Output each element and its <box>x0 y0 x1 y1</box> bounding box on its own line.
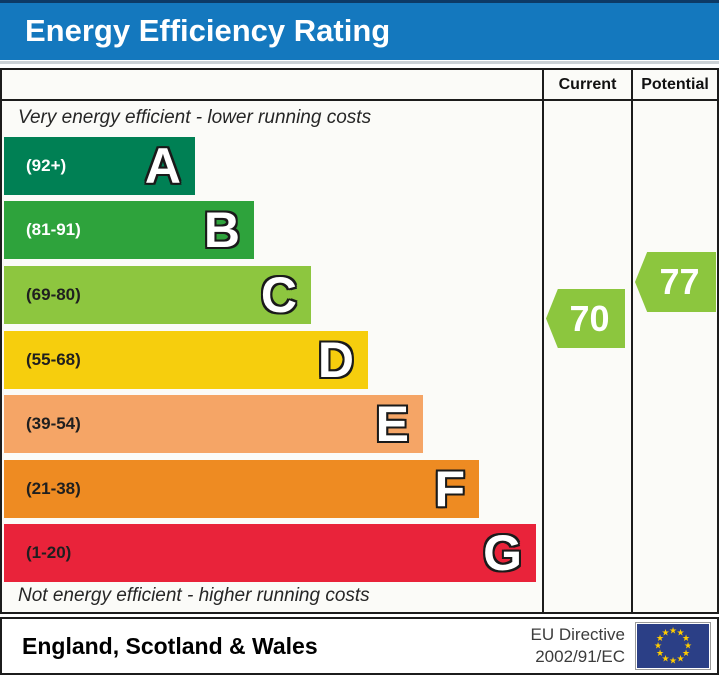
current-rating-arrow: 70 <box>546 289 625 348</box>
band-a: (92+) A <box>4 137 195 195</box>
bottom-note: Not energy efficient - higher running co… <box>18 585 370 606</box>
potential-rating-arrow: 77 <box>635 252 716 312</box>
svg-text:★: ★ <box>676 629 684 639</box>
band-b: (81-91) B <box>4 201 254 259</box>
svg-text:★: ★ <box>654 642 662 652</box>
svg-text:★: ★ <box>669 627 677 637</box>
svg-text:★: ★ <box>682 634 690 644</box>
column-header-potential: Potential <box>631 70 717 99</box>
band-e-letter: E <box>375 396 409 452</box>
band-e: (39-54) E <box>4 395 423 453</box>
potential-column-divider <box>631 101 633 612</box>
eu-directive-line1: EU Directive <box>530 624 625 644</box>
current-column-divider <box>542 101 544 612</box>
band-f-letter: F <box>434 461 465 517</box>
svg-text:★: ★ <box>661 655 669 665</box>
bands-column-header <box>2 70 542 99</box>
eu-directive-line2: 2002/91/EC <box>535 647 625 666</box>
title-underline <box>0 61 719 64</box>
page-title: Energy Efficiency Rating <box>25 13 391 48</box>
band-c: (69-80) C <box>4 266 311 324</box>
eu-flag-icon: ★ ★★★★★★★★★★★ <box>635 622 711 670</box>
svg-text:★: ★ <box>682 649 690 659</box>
band-g-range: (1-20) <box>26 543 72 562</box>
band-f: (21-38) F <box>4 460 479 518</box>
svg-text:★: ★ <box>676 655 684 665</box>
footer: England, Scotland & Wales EU Directive 2… <box>0 617 719 675</box>
band-a-letter: A <box>144 138 181 194</box>
band-c-letter: C <box>260 267 297 323</box>
table-header-row: Current Potential <box>2 70 717 101</box>
svg-text:★: ★ <box>684 642 692 652</box>
current-rating-value: 70 <box>569 297 610 339</box>
svg-text:★: ★ <box>656 649 664 659</box>
potential-rating-value: 77 <box>659 261 700 302</box>
rating-table: Current Potential Very energy efficient … <box>0 68 719 614</box>
column-header-current: Current <box>542 70 631 99</box>
band-g: (1-20) G <box>4 524 536 582</box>
band-b-letter: B <box>203 202 240 258</box>
band-d: (55-68) D <box>4 331 368 389</box>
eu-directive-label: EU Directive 2002/91/EC <box>531 624 625 668</box>
svg-text:★: ★ <box>661 629 669 639</box>
band-d-range: (55-68) <box>26 350 81 369</box>
band-f-range: (21-38) <box>26 479 81 498</box>
region-label: England, Scotland & Wales <box>22 632 318 659</box>
svg-text:★: ★ <box>669 657 677 667</box>
band-e-range: (39-54) <box>26 414 81 433</box>
band-d-letter: D <box>317 332 354 388</box>
footer-right: EU Directive 2002/91/EC ★ ★ ★ ★ ★ ★ ★ ★ ★ ★ ★ ★ <box>531 622 717 670</box>
band-a-range: (92+) <box>26 156 67 175</box>
band-g-letter: G <box>483 525 522 581</box>
band-b-range: (81-91) <box>26 220 81 239</box>
rating-table-body: Very energy efficient - lower running co… <box>2 101 717 612</box>
top-note: Very energy efficient - lower running co… <box>18 107 372 128</box>
svg-text:★: ★ <box>656 634 664 644</box>
title-bar: Energy Efficiency Rating <box>0 0 719 60</box>
band-c-range: (69-80) <box>26 285 81 304</box>
